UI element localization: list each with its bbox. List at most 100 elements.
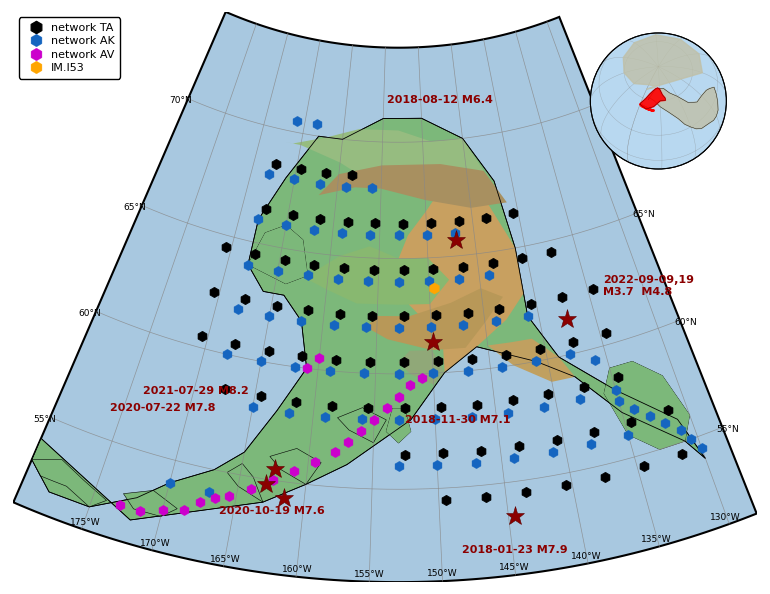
Point [323,366,336,375]
PathPatch shape [13,12,757,582]
Point [453,216,465,226]
Point [507,208,520,217]
Polygon shape [399,185,524,372]
Point [567,337,579,347]
Polygon shape [366,288,503,350]
Point [342,217,354,226]
Point [520,487,532,497]
Point [310,119,323,129]
Point [245,484,257,494]
Point [494,304,506,314]
Point [355,426,367,435]
Point [295,317,307,326]
Point [639,103,651,112]
Point [309,457,321,467]
Point [203,488,216,497]
Polygon shape [285,129,484,196]
Text: 55°N: 55°N [716,425,739,434]
Point [253,214,265,224]
Point [242,260,254,269]
Point [574,394,587,404]
Point [219,385,232,394]
Point [263,169,275,179]
Point [425,323,437,332]
Point [223,492,236,501]
Point [538,402,551,412]
Polygon shape [640,88,665,109]
Point [530,356,542,366]
Polygon shape [648,87,718,129]
Point [308,260,320,270]
Polygon shape [624,35,702,89]
Point [296,352,309,361]
Text: 160°W: 160°W [282,565,313,574]
Point [643,105,655,114]
Point [393,323,405,333]
Polygon shape [387,409,411,443]
Point [461,308,474,318]
Polygon shape [248,225,308,284]
Point [272,266,284,276]
Point [484,271,496,280]
Point [480,213,492,222]
Text: 2018-01-23 M7.9: 2018-01-23 M7.9 [463,545,568,555]
Polygon shape [399,350,444,385]
Polygon shape [337,407,387,443]
Point [638,102,651,112]
Point [542,390,554,399]
Text: 2018-08-12 M6.4: 2018-08-12 M6.4 [387,95,494,105]
Point [263,311,276,321]
Point [584,440,597,449]
Point [661,406,674,415]
Point [475,446,487,455]
Point [288,467,300,476]
Point [461,366,474,375]
Point [308,225,320,235]
Point [645,105,658,115]
Point [556,292,568,302]
Point [338,263,350,273]
Point [628,405,640,414]
Polygon shape [32,118,705,520]
Point [346,170,358,180]
Point [209,494,221,503]
Point [685,434,698,444]
Point [508,453,521,463]
Text: 65°N: 65°N [124,203,146,212]
Point [302,306,314,315]
Point [437,448,449,458]
Point [449,228,461,238]
Point [340,182,353,191]
Point [524,299,537,308]
Point [637,102,649,111]
Point [647,106,659,115]
Point [289,362,301,372]
Point [398,311,410,321]
Point [440,495,452,504]
Text: 60°N: 60°N [675,318,697,327]
Point [641,103,653,113]
Point [534,345,546,354]
Point [588,427,601,437]
Point [547,447,559,457]
Point [516,254,528,263]
Point [255,356,267,366]
Point [578,382,590,391]
Point [643,104,655,113]
Point [270,159,282,169]
Point [380,404,393,413]
Text: 165°W: 165°W [210,555,241,564]
Point [470,400,483,409]
Point [642,104,654,113]
Point [367,184,379,193]
Point [695,443,708,453]
Point [502,408,514,418]
Point [368,415,380,424]
Polygon shape [278,247,449,305]
Point [232,305,244,314]
Point [404,381,417,390]
Point [239,295,252,304]
Point [453,274,465,284]
Point [360,323,372,332]
Point [356,415,368,424]
